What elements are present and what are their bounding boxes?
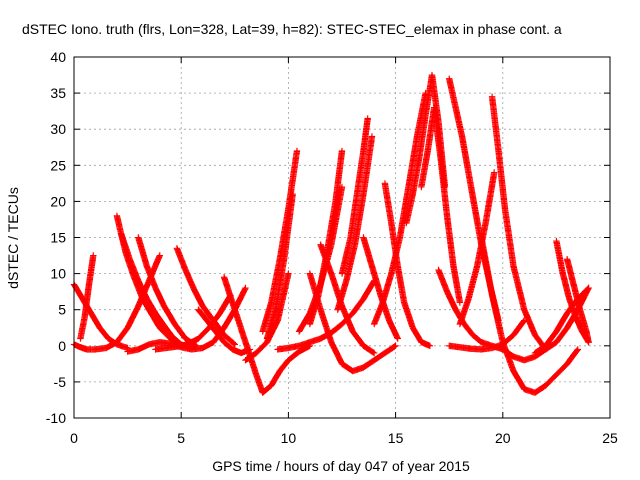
data-series — [306, 270, 399, 375]
chart-title: dSTEC Iono. truth (flrs, Lon=328, Lat=39… — [22, 21, 562, 37]
y-axis-ticks: -10 -5 0 5 10 15 20 25 30 35 40 — [46, 49, 610, 426]
data-series-markers — [531, 284, 592, 357]
data-series — [553, 237, 592, 346]
data-series-markers — [195, 306, 253, 357]
data-series-markers — [553, 237, 592, 346]
data-series-markers — [118, 230, 196, 352]
data-series-markers — [259, 147, 301, 335]
data-series-markers — [173, 245, 238, 348]
x-tick-label: 15 — [388, 430, 404, 446]
data-series-markers — [306, 270, 399, 375]
y-tick-label: 40 — [50, 49, 66, 65]
data-series — [563, 256, 592, 346]
data-series-markers — [418, 104, 464, 306]
data-series-markers — [371, 89, 429, 328]
data-series — [334, 133, 376, 313]
y-tick-label: 30 — [50, 121, 66, 137]
data-series — [135, 234, 200, 349]
data-series — [195, 306, 253, 357]
data-series — [488, 93, 549, 353]
x-tick-label: 25 — [602, 430, 618, 446]
data-series-markers — [488, 93, 549, 353]
data-series-markers — [334, 133, 376, 313]
y-tick-label: -5 — [54, 374, 67, 390]
data-series-markers — [70, 281, 131, 352]
y-tick-label: 0 — [58, 338, 66, 354]
y-tick-label: 15 — [50, 230, 66, 246]
y-tick-label: 20 — [50, 193, 66, 209]
data-series-markers — [77, 252, 97, 342]
y-tick-label: 25 — [50, 157, 66, 173]
data-series-markers — [135, 234, 200, 349]
plot-frame — [73, 56, 611, 419]
data-series — [338, 115, 371, 277]
data-series — [70, 281, 131, 352]
y-tick-label: -10 — [46, 410, 66, 426]
data-series — [152, 292, 234, 353]
y-tick-label: 35 — [50, 85, 66, 101]
data-series-markers — [446, 317, 528, 353]
y-tick-label: 10 — [50, 266, 66, 282]
data-series — [173, 245, 238, 348]
data-series-markers — [563, 256, 592, 346]
x-tick-label: 10 — [281, 430, 297, 446]
data-series — [259, 147, 301, 335]
x-tick-label: 5 — [177, 430, 185, 446]
data-series — [418, 104, 464, 306]
data-layer — [70, 71, 592, 396]
y-tick-label: 5 — [58, 302, 66, 318]
data-series — [531, 284, 592, 357]
x-tick-label: 20 — [495, 430, 511, 446]
data-series-markers — [306, 147, 346, 328]
data-series-markers — [152, 292, 234, 353]
data-series-markers — [338, 115, 371, 277]
y-axis-label: dSTEC / TECUs — [5, 187, 21, 289]
data-series-markers — [478, 234, 581, 396]
data-series — [478, 234, 581, 396]
data-series — [306, 147, 346, 328]
data-series — [118, 230, 196, 352]
x-axis-label: GPS time / hours of day 047 of year 2015 — [212, 458, 470, 474]
data-series — [371, 89, 429, 328]
data-series — [446, 317, 528, 353]
data-series — [77, 252, 97, 342]
x-axis-ticks: 0 5 10 15 20 25 — [70, 57, 618, 446]
x-tick-label: 0 — [70, 430, 78, 446]
